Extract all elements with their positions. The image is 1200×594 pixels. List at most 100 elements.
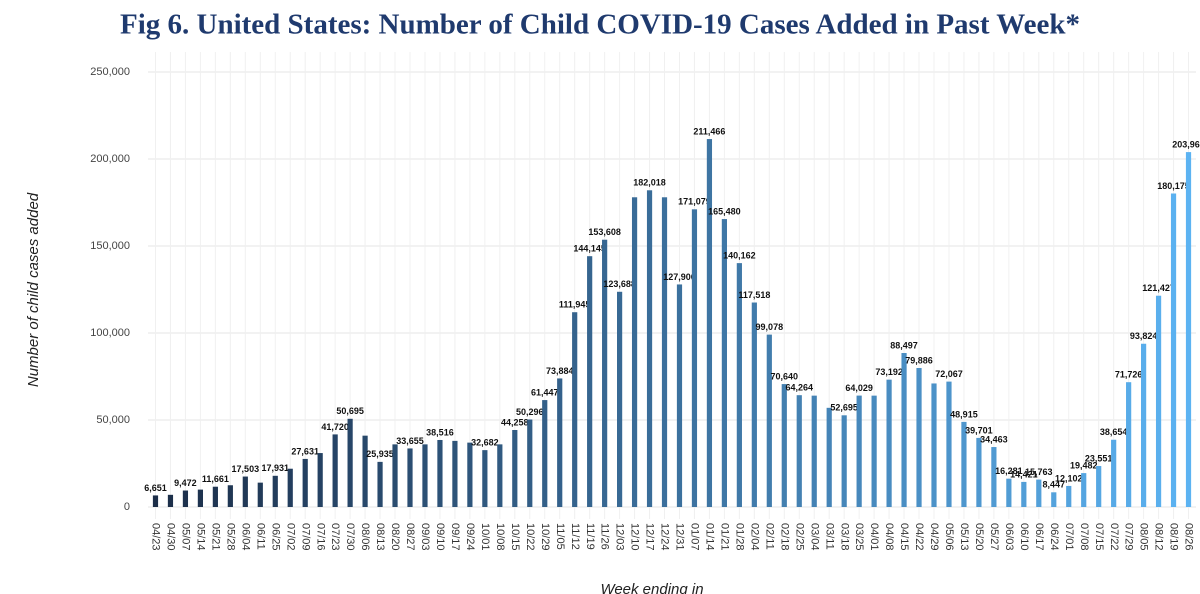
- x-tick-label: 03/18: [838, 523, 850, 551]
- x-tick-label: 05/21: [209, 523, 221, 551]
- data-label: 182,018: [633, 178, 666, 188]
- bar: [1111, 439, 1117, 507]
- bar: [302, 458, 308, 507]
- x-tick-label: 12/17: [644, 523, 656, 551]
- data-label: 153,608: [588, 227, 621, 237]
- plot-background: [148, 52, 1196, 519]
- bar: [587, 256, 593, 507]
- data-label: 70,640: [771, 371, 799, 381]
- bar: [362, 435, 368, 507]
- data-label: 23,551: [1085, 453, 1113, 463]
- x-tick-label: 08/12: [1153, 523, 1165, 551]
- bar: [661, 197, 668, 507]
- data-label: 180,175: [1157, 181, 1190, 191]
- bar: [781, 384, 787, 507]
- data-label: 34,463: [980, 434, 1008, 444]
- bar: [841, 415, 847, 507]
- data-label: 32,682: [471, 438, 499, 448]
- x-tick-label: 03/04: [808, 523, 820, 551]
- x-tick-label: 04/08: [883, 523, 895, 551]
- x-tick-label: 09/17: [449, 523, 461, 551]
- data-label: 203,962: [1172, 139, 1200, 149]
- data-label: 39,701: [965, 425, 993, 435]
- bar: [631, 197, 638, 507]
- data-label: 79,886: [905, 355, 933, 365]
- bar: [227, 485, 233, 507]
- bar: [991, 447, 997, 507]
- data-label: 117,518: [738, 290, 770, 300]
- bar: [886, 379, 892, 507]
- x-tick-label: 02/25: [793, 523, 805, 551]
- bar: [422, 444, 428, 507]
- bar: [796, 395, 802, 507]
- x-tick-label: 05/28: [224, 523, 236, 551]
- data-label: 17,503: [232, 464, 260, 474]
- bar: [901, 353, 907, 507]
- data-label: 16,281: [995, 466, 1023, 476]
- x-axis-label: Week ending in: [600, 581, 703, 594]
- bar: [1051, 492, 1057, 507]
- data-label: 121,427: [1142, 283, 1175, 293]
- bar: [512, 429, 518, 507]
- x-tick-label: 10/01: [479, 523, 491, 551]
- data-label: 14,421: [1010, 469, 1038, 479]
- x-tick-label: 11/05: [554, 523, 566, 550]
- bar: [617, 291, 623, 507]
- data-label: 64,264: [785, 383, 813, 393]
- bar: [871, 395, 877, 507]
- bar: [1021, 481, 1027, 507]
- x-tick-label: 03/11: [823, 523, 835, 550]
- bar: [811, 395, 817, 507]
- data-label: 27,631: [291, 446, 319, 456]
- x-tick-label: 06/11: [254, 523, 266, 550]
- data-label: 11,661: [202, 474, 229, 484]
- y-tick-label: 0: [124, 501, 130, 513]
- data-label: 61,447: [531, 387, 559, 397]
- x-tick-label: 06/25: [269, 523, 281, 551]
- x-tick-label: 08/06: [359, 523, 371, 551]
- bar: [482, 450, 488, 507]
- x-tick-label: 06/10: [1018, 523, 1030, 551]
- bar: [317, 453, 323, 507]
- data-label: 88,497: [890, 340, 918, 350]
- data-label: 99,078: [756, 322, 784, 332]
- data-label: 123,688: [603, 279, 636, 289]
- bar: [1096, 466, 1102, 507]
- bar: [1006, 478, 1012, 507]
- bar: [257, 482, 263, 507]
- x-tick-label: 08/05: [1138, 523, 1150, 551]
- data-label: 48,915: [950, 409, 978, 419]
- bar: [856, 395, 862, 507]
- x-tick-label: 07/08: [1078, 523, 1090, 551]
- x-tick-label: 05/20: [973, 523, 985, 551]
- bar: [557, 378, 563, 507]
- x-tick-label: 11/19: [584, 523, 596, 550]
- bar: [1170, 193, 1177, 508]
- x-tick-label: 06/03: [1003, 523, 1015, 551]
- x-tick-label: 07/15: [1093, 523, 1105, 551]
- bar: [931, 383, 937, 507]
- x-tick-label: 01/14: [704, 523, 716, 551]
- bar: [961, 421, 967, 507]
- x-tick-label: 06/04: [239, 523, 251, 551]
- bar: [212, 486, 218, 507]
- data-label: 38,654: [1100, 427, 1128, 437]
- bar: [152, 495, 159, 507]
- x-tick-label: 04/15: [898, 523, 910, 551]
- bar: [197, 489, 203, 507]
- x-tick-label: 08/20: [389, 523, 401, 551]
- data-label: 19,482: [1070, 460, 1098, 470]
- bar: [691, 209, 698, 507]
- bar: [916, 367, 922, 507]
- x-tick-label: 05/06: [943, 523, 955, 551]
- x-tick-label: 05/27: [988, 523, 1000, 551]
- y-tick-label: 200,000: [90, 153, 130, 165]
- bar: [182, 490, 189, 507]
- data-label: 38,516: [426, 427, 454, 437]
- x-tick-label: 07/30: [344, 523, 356, 551]
- x-tick-label: 12/24: [659, 523, 671, 551]
- x-tick-label: 07/16: [314, 523, 326, 551]
- bar: [452, 440, 458, 507]
- x-tick-label: 09/10: [434, 523, 446, 551]
